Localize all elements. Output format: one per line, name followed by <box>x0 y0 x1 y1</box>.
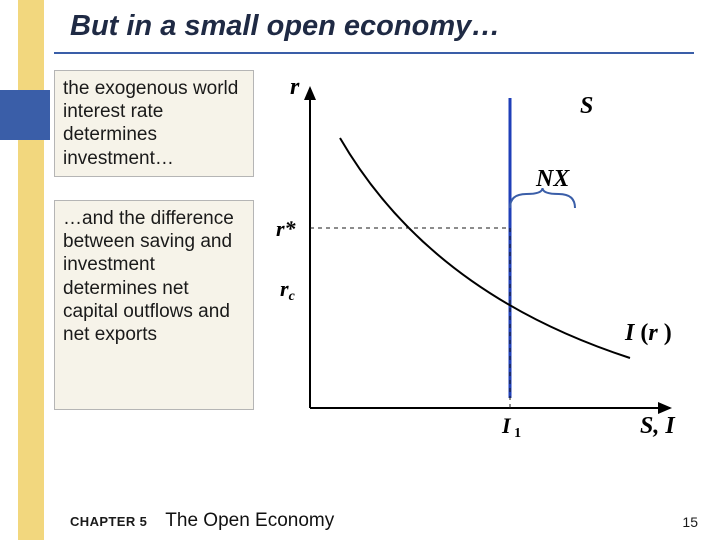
svg-text:I (r ): I (r ) <box>624 320 672 346</box>
page-number: 15 <box>682 514 698 530</box>
svg-text:S, I: S, I <box>640 413 676 439</box>
economy-chart: r S, I S NX r* rc I (r ) I 1 <box>270 68 700 448</box>
footer: CHAPTER 5 The Open Economy <box>0 500 720 540</box>
slide-title: But in a small open economy… <box>70 10 500 43</box>
svg-text:r: r <box>290 74 300 100</box>
caption-1: the exogenous world interest rate determ… <box>54 70 254 177</box>
caption-2: …and the difference between saving and i… <box>54 200 254 410</box>
svg-text:NX: NX <box>535 166 570 192</box>
left-decor-stripe <box>18 0 44 540</box>
chapter-title: The Open Economy <box>165 510 334 532</box>
svg-text:S: S <box>580 93 593 119</box>
chart-svg: r S, I S NX r* rc I (r ) I 1 <box>270 68 700 448</box>
svg-text:r*: r* <box>276 216 297 241</box>
accent-square <box>0 90 50 140</box>
title-underline <box>54 52 694 54</box>
svg-text:I 1: I 1 <box>501 413 521 441</box>
chapter-label: CHAPTER 5 <box>70 514 147 529</box>
svg-text:rc: rc <box>280 276 296 304</box>
